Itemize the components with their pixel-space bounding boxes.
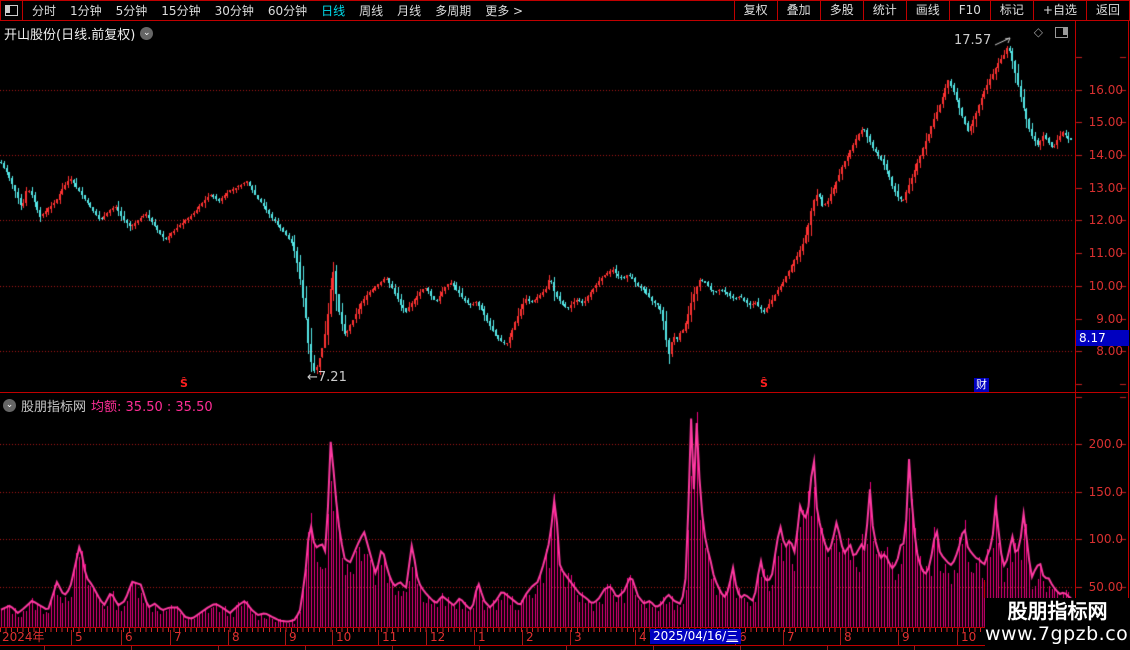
top-toolbar: 分时 1分钟 5分钟 15分钟 30分钟 60分钟 日线 周线 月线 多周期 更… (0, 0, 1130, 21)
month-label: 7 (783, 630, 795, 645)
time-axis: 2024年 5 6 7 8 9 10 11 12 1 2 3 4 6 7 8 9 10 (0, 628, 1075, 645)
axis-label: 12.00 (1088, 213, 1123, 228)
menu-item-stats[interactable]: 统计 (862, 1, 906, 20)
time-axis-line (0, 627, 1128, 628)
axis-label: 200.0 (1088, 437, 1123, 451)
menu-item-f10[interactable]: F10 (948, 1, 990, 20)
price-axis-panel: 16.00 15.00 14.00 13.00 12.00 11.00 10.00 9.00 8… (1075, 21, 1129, 645)
stock-title: 开山股份(日线.前复权) (4, 28, 136, 43)
indicator-values: 均额: 35.50 : 35.50 (91, 400, 213, 415)
month-label: 2 (522, 630, 534, 645)
menu-item-overlay[interactable]: 叠加 (776, 1, 820, 20)
month-label: 10 (957, 630, 976, 645)
bottom-line (0, 645, 1128, 646)
menu-item-30min[interactable]: 30分钟 (214, 4, 254, 18)
indicator-dropdown-icon[interactable]: ⌄ (3, 399, 16, 412)
axis-label: 100.0 (1088, 532, 1123, 546)
high-annotation: 17.57 (954, 33, 992, 48)
axis-label: 150.0 (1088, 484, 1123, 499)
axis-label: 13.00 (1088, 180, 1123, 195)
month-label: 11 (378, 630, 397, 645)
low-annotation: ←7.21 (307, 370, 347, 385)
axis-label: 15.00 (1088, 115, 1123, 130)
menu-item-15min[interactable]: 15分钟 (161, 4, 201, 18)
watermark-title: 股朋指标网 (1007, 599, 1108, 623)
price-badge: 8.17 (1076, 330, 1129, 346)
axis-label: 11.00 (1088, 246, 1123, 261)
watermark-url: www.7gpzb.com (985, 623, 1130, 645)
finance-report-marker[interactable]: 财 (974, 378, 989, 392)
menu-item-monthly[interactable]: 月线 (397, 4, 422, 18)
menu-item-60min[interactable]: 60分钟 (267, 4, 308, 18)
menu-item-addfav[interactable]: +自选 (1032, 1, 1086, 20)
month-label: 12 (426, 630, 445, 645)
menu-item-draw[interactable]: 画线 (905, 1, 949, 20)
indicator-source[interactable]: 股朋指标网 (21, 400, 87, 415)
menu-item-mark[interactable]: 标记 (989, 1, 1033, 20)
tool-menu: 复权 叠加 多股 统计 画线 F10 标记 +自选 返回 (733, 1, 1129, 20)
time-axis-ticks (0, 628, 1075, 632)
dividend-marker[interactable]: Ŝ (180, 377, 188, 390)
axis-label: 8.00 (1096, 344, 1123, 359)
split-view-icon (5, 5, 18, 16)
menu-item-5min[interactable]: 5分钟 (115, 4, 148, 18)
window-split-button[interactable] (1, 1, 23, 20)
menu-item-fenshi[interactable]: 分时 (32, 4, 57, 18)
axis-label: 9.00 (1096, 311, 1123, 326)
menu-item-1min[interactable]: 1分钟 (70, 4, 102, 18)
month-label: 8 (840, 630, 852, 645)
menu-item-multistock[interactable]: 多股 (819, 1, 863, 20)
month-label: 3 (570, 630, 582, 645)
corner-icons: ◇ (1034, 26, 1068, 38)
menu-item-fuquan[interactable]: 复权 (733, 1, 777, 20)
menu-item-more[interactable]: 更多 > (485, 4, 524, 18)
menu-item-multiperiod[interactable]: 多周期 (435, 4, 472, 18)
month-label: 1 (474, 630, 486, 645)
clipped-status-strip (0, 646, 1130, 650)
split-pane-icon[interactable] (1055, 26, 1068, 38)
axis-label: 50.00 (1088, 579, 1123, 594)
month-label: 9 (285, 630, 297, 645)
axis-label: 16.00 (1088, 82, 1123, 97)
month-label: 6 (121, 630, 133, 645)
month-label: 7 (170, 630, 182, 645)
year-label: 2024年 (2, 630, 45, 644)
month-label: 4 (635, 630, 647, 645)
month-label: 5 (71, 630, 83, 645)
axis-label: 14.00 (1088, 148, 1123, 162)
dividend-marker[interactable]: Ŝ (760, 377, 768, 390)
axis-label: 10.00 (1088, 278, 1123, 293)
watermark-border-stub (984, 580, 985, 598)
diamond-icon[interactable]: ◇ (1033, 25, 1043, 39)
watermark: 股朋指标网 www.7gpzb.com (985, 598, 1130, 650)
selected-date-badge: 2025/04/16/三 (650, 629, 742, 644)
month-label: 8 (228, 630, 240, 645)
menu-item-weekly[interactable]: 周线 (359, 4, 384, 18)
chart-title-row: 开山股份(日线.前复权) ⌄ (4, 24, 154, 43)
month-label: 10 (332, 630, 351, 645)
menu-item-back[interactable]: 返回 (1085, 1, 1129, 20)
period-menu: 分时 1分钟 5分钟 15分钟 30分钟 60分钟 日线 周线 月线 多周期 更… (23, 2, 523, 19)
title-dropdown-icon[interactable]: ⌄ (140, 27, 154, 40)
menu-item-daily[interactable]: 日线 (321, 4, 346, 18)
indicator-header: ⌄ 股朋指标网 均额: 35.50 : 35.50 (3, 396, 213, 415)
month-label: 9 (898, 630, 910, 645)
main-sub-divider (0, 392, 1128, 393)
